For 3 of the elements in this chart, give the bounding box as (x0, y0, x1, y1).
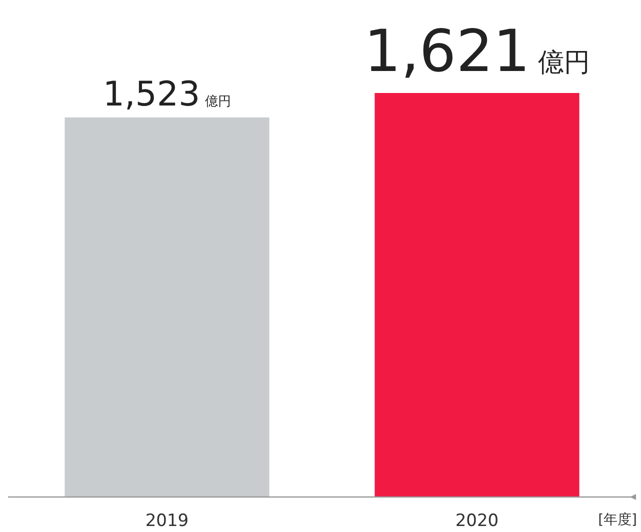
x-tick-label: 2020 (455, 511, 499, 531)
x-tick-label: 2019 (145, 511, 189, 531)
x-axis-title: [年度] (598, 512, 637, 528)
